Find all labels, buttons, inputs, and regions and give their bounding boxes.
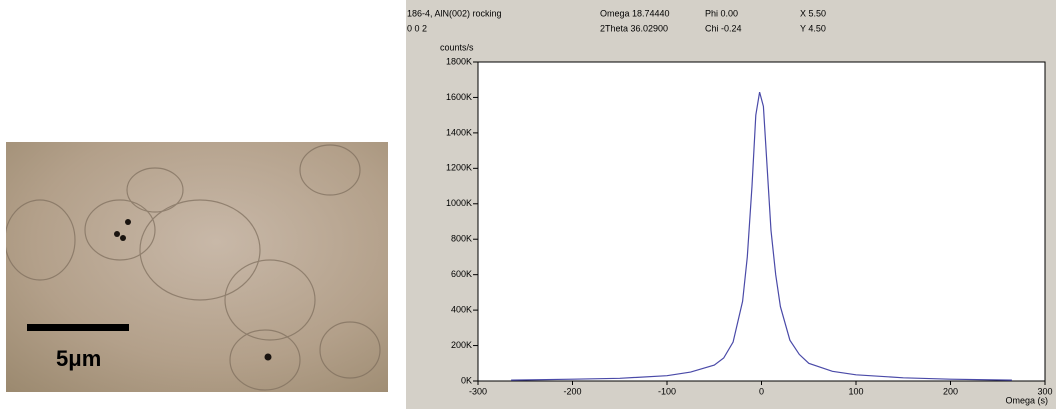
- scale-bar: [27, 324, 129, 331]
- y-tick-label: 1800K: [446, 56, 472, 66]
- header-hkl: 0 0 2: [407, 23, 427, 33]
- particles: [114, 219, 272, 361]
- y-tick-label: 1400K: [446, 127, 472, 137]
- header-two-theta: 2Theta 36.02900: [600, 23, 668, 33]
- x-tick-label: 300: [1037, 386, 1052, 396]
- y-tick-label: 1600K: [446, 92, 472, 102]
- y-tick-label: 1200K: [446, 163, 472, 173]
- x-tick-label: 0: [759, 386, 764, 396]
- header-phi: Phi 0.00: [705, 8, 738, 18]
- plot-area: [477, 61, 1046, 382]
- x-tick-label: -200: [563, 386, 581, 396]
- header-sample: 186-4, AlN(002) rocking: [407, 8, 502, 18]
- y-tick-label: 0K: [461, 375, 472, 385]
- grain-outlines: [6, 144, 381, 391]
- y-tick-label: 600K: [451, 269, 472, 279]
- y-tick-label: 800K: [451, 234, 472, 244]
- xrd-window: 186-4, AlN(002) rocking 0 0 2 Omega 18.7…: [406, 0, 1056, 409]
- micrograph-bg: [6, 142, 388, 392]
- header-chi: Chi -0.24: [705, 23, 742, 33]
- y-tick-label: 1000K: [446, 198, 472, 208]
- header-y: Y 4.50: [800, 23, 826, 33]
- x-axis-label: Omega (s): [1005, 395, 1048, 405]
- header-omega: Omega 18.74440: [600, 8, 670, 18]
- scale-label: 5μm: [56, 346, 101, 371]
- micrograph: 5μm: [6, 142, 388, 392]
- rocking-curve: [511, 91, 1012, 381]
- x-tick-label: 100: [848, 386, 863, 396]
- y-tick-label: 400K: [451, 304, 472, 314]
- x-tick-label: -100: [658, 386, 676, 396]
- y-axis-label: counts/s: [440, 42, 474, 52]
- y-tick-label: 200K: [451, 340, 472, 350]
- x-tick-label: -300: [469, 386, 487, 396]
- header-x: X 5.50: [800, 8, 826, 18]
- x-tick-label: 200: [943, 386, 958, 396]
